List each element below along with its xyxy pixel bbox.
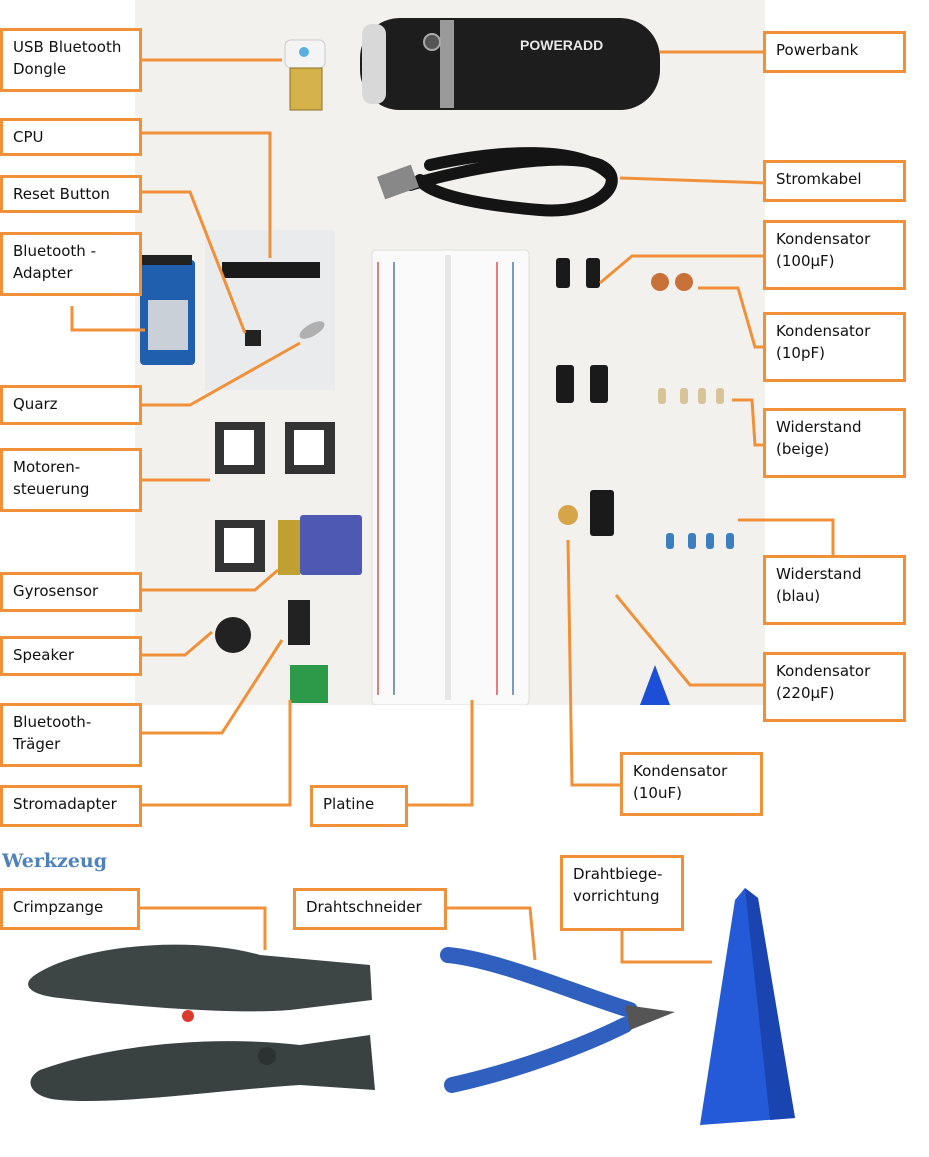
drahtschneider-image [440,947,675,1093]
gyro-image [300,515,362,575]
label-kondensator-220uf: Kondensator (220µF) [763,652,906,722]
label-drahtschneider: Drahtschneider [293,888,447,930]
motor-driver-images [215,422,335,572]
breadboard-image [371,249,530,705]
label-powerbank: Powerbank [763,31,906,73]
label-motorensteuerung: Motoren- steuerung [0,448,142,512]
label-cpu: CPU [0,118,142,156]
cpu-chip-image [222,262,320,278]
label-kondensator-100uf: Kondensator (100µF) [763,220,906,290]
werkzeug-heading: Werkzeug [2,850,108,872]
label-gyrosensor: Gyrosensor [0,572,142,612]
drahtbiege-image [700,888,795,1125]
label-bluetooth-traeger: Bluetooth- Träger [0,703,142,767]
label-kondensator-10pf: Kondensator (10pF) [763,312,906,382]
cable-image [404,147,618,217]
usb-dongle-image [284,39,326,111]
label-quarz: Quarz [0,385,142,425]
label-reset-button: Reset Button [0,175,142,213]
label-kondensator-10uf: Kondensator (10uF) [620,752,763,816]
label-stromkabel: Stromkabel [763,160,906,202]
label-stromadapter: Stromadapter [0,785,142,827]
label-platine: Platine [310,785,408,827]
svg-text:POWERADD: POWERADD [520,37,603,53]
powerbank-image: POWERADD [360,18,660,110]
label-drahtbiegevorrichtung: Drahtbiege- vorrichtung [560,855,684,931]
crimpzange-image [28,944,376,1102]
label-widerstand-blau: Widerstand (blau) [763,555,906,625]
label-crimpzange: Crimpzange [0,888,140,930]
label-speaker: Speaker [0,636,142,676]
label-widerstand-beige: Widerstand (beige) [763,408,906,478]
label-bluetooth-adapter: Bluetooth - Adapter [0,232,142,296]
label-usb-dongle: USB Bluetooth Dongle [0,28,142,92]
